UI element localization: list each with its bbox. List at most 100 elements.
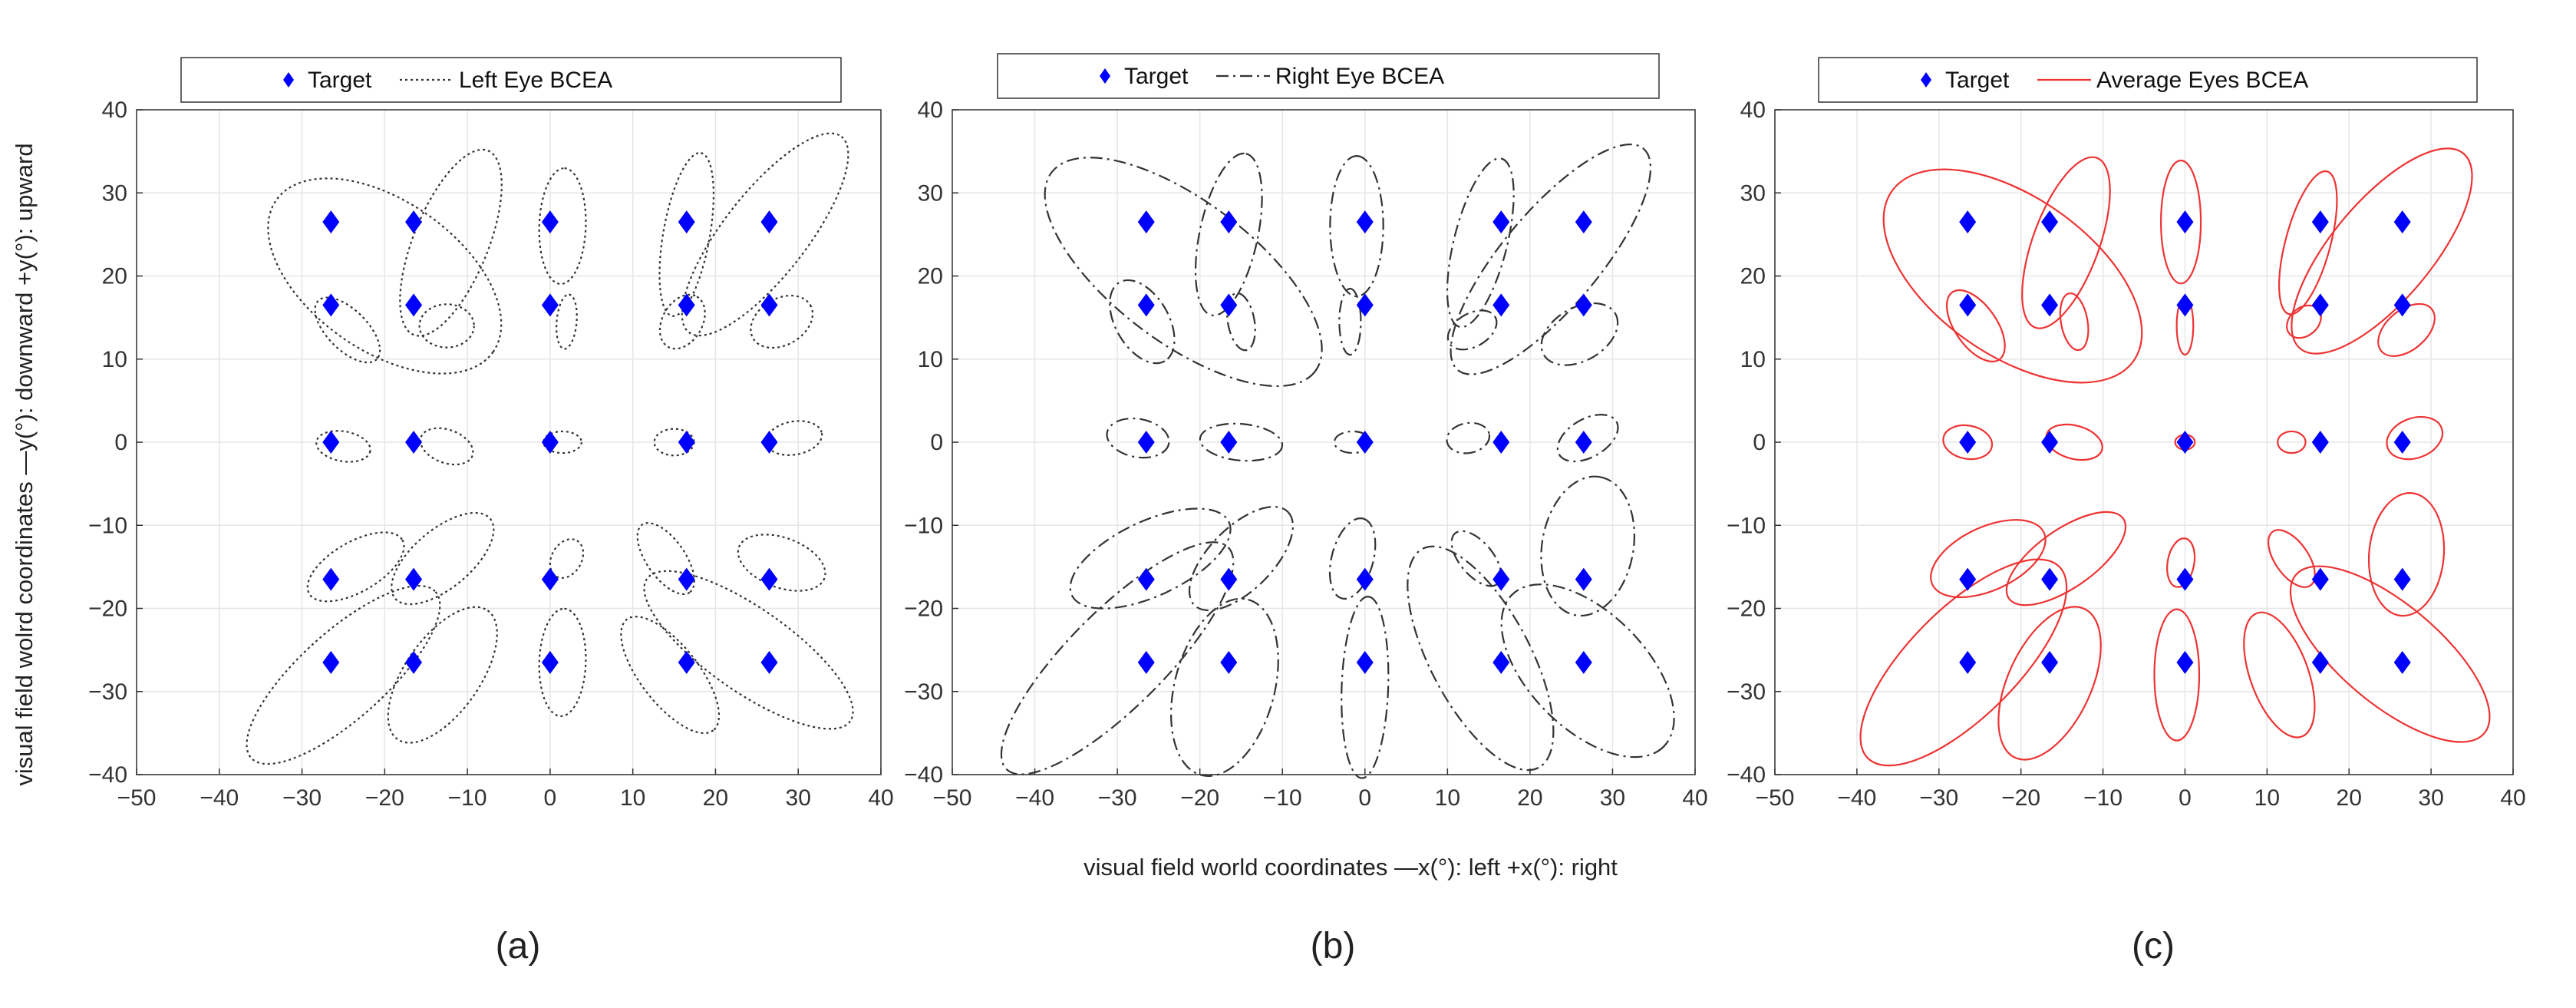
x-tick-label: 40 — [2500, 785, 2525, 811]
target-point — [322, 650, 340, 674]
target-point — [1492, 431, 1510, 454]
legend-bcea-label: Right Eye BCEA — [1275, 64, 1444, 89]
target-point — [322, 293, 340, 317]
x-tick-label: −50 — [933, 785, 972, 811]
target-point — [1137, 293, 1155, 317]
x-tick-label: −10 — [1263, 785, 1302, 811]
bcea-ellipse — [737, 534, 826, 592]
x-tick-label: −50 — [117, 785, 157, 811]
target-point — [405, 293, 423, 317]
bcea-ellipse — [2059, 292, 2089, 352]
y-tick-label: −20 — [88, 597, 127, 622]
tick-labels: −50 −40 −30 −20 −10 0 10 20 30 40−40−30−20−100102… — [1727, 97, 2526, 811]
bcea-ellipse — [1942, 424, 1994, 461]
bcea-ellipse — [419, 427, 474, 466]
legend-bcea-label: Average Eyes BCEA — [2096, 68, 2308, 93]
target-point — [1575, 650, 1592, 674]
x-tick-label: 30 — [786, 785, 811, 811]
target-markers — [1137, 210, 1592, 674]
bcea-ellipse — [2268, 529, 2316, 588]
target-point — [1959, 431, 1977, 454]
target-point — [760, 293, 778, 317]
y-tick-label: −30 — [904, 679, 943, 705]
bcea-ellipses — [1859, 147, 2491, 767]
bcea-ellipse — [1930, 519, 2047, 599]
bcea-ellipse — [538, 607, 587, 717]
bcea-ellipse — [1446, 421, 1491, 454]
bcea-ellipse — [1329, 155, 1384, 298]
target-point — [1492, 293, 1510, 317]
bcea-ellipse — [2278, 170, 2338, 316]
bcea-ellipse — [1446, 157, 1515, 329]
target-point — [1137, 650, 1155, 674]
bcea-ellipse — [2289, 565, 2491, 743]
x-tick-label: 30 — [1600, 785, 1625, 811]
x-tick-label: −20 — [2001, 785, 2040, 811]
bcea-ellipse — [315, 430, 371, 463]
y-tick-label: −40 — [1727, 762, 1766, 788]
y-tick-label: 30 — [1740, 180, 1766, 206]
target-point — [678, 567, 695, 591]
bcea-ellipse — [246, 585, 441, 765]
target-markers — [1959, 210, 2411, 674]
x-tick-label: −10 — [2083, 785, 2122, 811]
bcea-ellipse — [267, 177, 503, 375]
target-point — [2311, 650, 2329, 674]
bcea-ellipse — [636, 522, 695, 596]
bcea-ellipse — [1199, 422, 1284, 462]
bcea-ellipse — [1328, 517, 1377, 600]
x-tick-label: −30 — [1098, 785, 1137, 811]
chart-panel-2: −50 −40 −30 −20 −10 0 10 20 30 40−40−30−20−100102… — [904, 53, 1708, 967]
target-point — [405, 431, 423, 454]
target-point — [2176, 650, 2194, 674]
bcea-ellipse — [1945, 289, 2006, 362]
x-tick-label: −10 — [448, 785, 487, 811]
target-point — [678, 210, 695, 234]
target-point — [2041, 431, 2059, 454]
legend-target-marker — [1921, 72, 1931, 88]
bcea-ellipse — [1000, 541, 1235, 775]
target-point — [2311, 210, 2329, 234]
bcea-ellipse — [1338, 287, 1362, 356]
bcea-ellipse — [643, 570, 854, 730]
y-tick-label: 20 — [102, 264, 127, 289]
bcea-ellipse — [1109, 279, 1176, 365]
target-point — [760, 567, 778, 591]
target-point — [2041, 210, 2059, 234]
target-point — [405, 650, 423, 674]
target-point — [1959, 210, 1977, 234]
bcea-ellipse — [1500, 583, 1675, 758]
bcea-ellipse — [543, 430, 582, 454]
legend: Target Right Eye BCEA — [997, 53, 1660, 99]
bcea-ellipse — [1188, 506, 1294, 612]
y-tick-label: −10 — [904, 513, 943, 538]
target-point — [541, 567, 559, 591]
y-tick-label: 40 — [102, 97, 127, 123]
x-tick-label: −20 — [365, 785, 404, 811]
bcea-ellipse — [2021, 156, 2111, 329]
target-point — [2176, 210, 2194, 234]
tick-labels: −50 −40 −30 −20 −10 0 10 20 30 40−40−30−20−100102… — [88, 97, 894, 811]
target-point — [2041, 650, 2059, 674]
y-tick-label: 20 — [1740, 264, 1766, 289]
x-tick-label: 0 — [2179, 785, 2192, 811]
y-tick-label: 40 — [1740, 97, 1766, 123]
bcea-ellipse — [1446, 309, 1498, 351]
bcea-ellipse — [681, 132, 849, 337]
target-point — [541, 210, 559, 234]
target-point — [1137, 431, 1155, 454]
x-tick-label: −40 — [1015, 785, 1054, 811]
target-point — [541, 293, 559, 317]
target-point — [2176, 293, 2194, 317]
target-point — [2311, 431, 2329, 454]
bcea-ellipse — [658, 293, 706, 350]
y-tick-label: 20 — [918, 264, 943, 289]
x-tick-label: 20 — [2337, 785, 2362, 811]
bcea-ellipse — [1450, 144, 1652, 375]
legend-target-marker — [283, 72, 294, 88]
x-tick-label: −30 — [282, 785, 322, 811]
x-tick-label: 0 — [544, 785, 557, 811]
bcea-ellipse — [2166, 537, 2196, 588]
bcea-ellipse — [1540, 302, 1619, 366]
target-point — [678, 293, 695, 317]
